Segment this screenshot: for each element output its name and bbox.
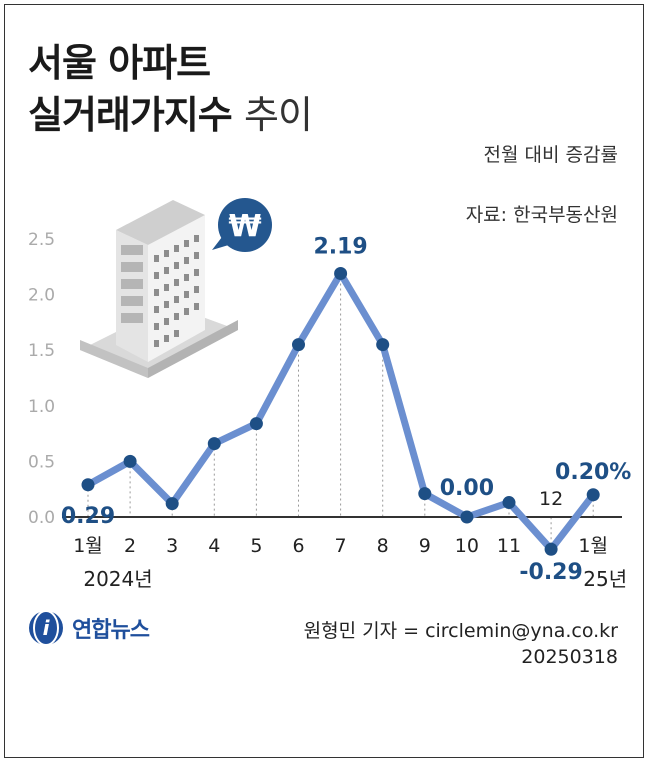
chart-title-line2: 실거래가지수 추이 <box>28 84 313 139</box>
svg-text:i: i <box>43 616 51 640</box>
data-label: -0.29 <box>519 560 582 585</box>
data-point <box>123 454 137 468</box>
y-tick-label: 0.0 <box>28 508 55 528</box>
data-point <box>376 338 390 352</box>
y-tick-label: 2.5 <box>28 230 55 250</box>
x-tick-label: 1월 <box>578 535 608 557</box>
data-label: 0.29 <box>61 504 115 529</box>
x-tick-label: 9 <box>419 535 431 557</box>
logo-text: 연합뉴스 <box>72 618 150 643</box>
reporter-credit: 원형민 기자 = circlemin@yna.co.kr <box>303 620 618 642</box>
chart-title-suffix: 추이 <box>244 93 313 137</box>
data-label: 0.20% <box>555 460 631 485</box>
yonhap-logo-icon: i <box>29 610 63 646</box>
chart-title-main: 실거래가지수 <box>28 93 233 137</box>
apartment-building-icon <box>80 200 238 378</box>
data-point <box>249 417 263 431</box>
y-tick-label: 1.5 <box>28 341 55 361</box>
svg-text:₩: ₩ <box>228 209 261 244</box>
line-chart: 2.52.01.51.00.50.0 ₩ 0.292.190 <box>28 198 631 591</box>
y-tick-label: 1.0 <box>28 397 55 417</box>
x-tick-label: 11 <box>497 535 521 557</box>
chart-title-line1: 서울 아파트 <box>28 41 211 85</box>
x-tick-label: 3 <box>166 535 178 557</box>
data-point <box>502 496 516 510</box>
data-point <box>586 488 600 502</box>
x-tick-label: 12 <box>539 488 563 510</box>
x-tick-label: 10 <box>455 535 479 557</box>
y-tick-label: 0.5 <box>28 452 55 472</box>
x-tick-label: 2 <box>124 535 136 557</box>
data-point <box>81 478 95 492</box>
data-point <box>460 510 474 524</box>
infographic-frame <box>4 4 644 758</box>
won-bubble-icon: ₩ <box>212 198 272 252</box>
data-point <box>418 487 432 501</box>
data-label: 0.00 <box>440 476 494 501</box>
source-label: 자료: 한국부동산원 <box>465 204 618 226</box>
publish-date: 20250318 <box>521 646 618 668</box>
data-point <box>165 497 179 511</box>
logo: i 연합뉴스 <box>26 608 150 648</box>
x-year-label: 2024년 <box>83 567 152 591</box>
x-tick-label: 1월 <box>73 535 103 557</box>
data-point <box>544 542 558 556</box>
y-tick-label: 2.0 <box>28 286 55 306</box>
x-year-label: 25년 <box>583 567 627 591</box>
x-tick-label: 4 <box>208 535 220 557</box>
data-point <box>292 338 305 352</box>
credit: 원형민 기자 = circlemin@yna.co.kr 20250318 <box>304 618 618 670</box>
x-tick-label: 5 <box>250 535 262 557</box>
data-point <box>334 266 348 280</box>
x-tick-label: 7 <box>335 535 347 557</box>
data-label: 2.19 <box>313 234 367 259</box>
x-tick-label: 8 <box>377 535 389 557</box>
data-point <box>207 437 221 451</box>
unit-label: 전월 대비 증감률 <box>483 144 618 166</box>
x-tick-label: 6 <box>292 535 304 557</box>
